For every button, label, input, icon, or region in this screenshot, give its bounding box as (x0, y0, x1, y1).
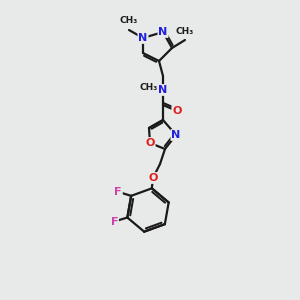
Text: N: N (158, 85, 168, 95)
Text: O: O (145, 138, 155, 148)
Text: O: O (148, 173, 158, 183)
Text: CH₃: CH₃ (120, 16, 138, 25)
Text: F: F (111, 217, 118, 226)
Text: CH₃: CH₃ (140, 82, 158, 91)
Text: N: N (171, 130, 181, 140)
Text: F: F (114, 187, 122, 197)
Text: N: N (158, 27, 168, 37)
Text: O: O (172, 106, 182, 116)
Text: N: N (138, 33, 148, 43)
Text: CH₃: CH₃ (176, 27, 194, 36)
